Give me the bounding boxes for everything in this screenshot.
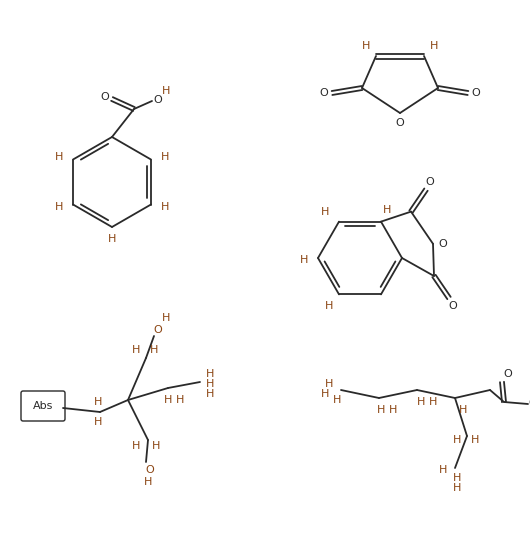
Text: H: H <box>377 405 385 415</box>
Text: H: H <box>206 389 214 399</box>
Text: O: O <box>320 88 329 98</box>
Text: H: H <box>94 417 102 427</box>
Text: H: H <box>300 255 308 265</box>
Text: H: H <box>389 405 397 415</box>
Text: H: H <box>430 41 438 51</box>
Text: H: H <box>108 234 116 244</box>
Text: H: H <box>453 435 461 445</box>
Text: O: O <box>154 325 162 335</box>
Text: H: H <box>325 301 333 312</box>
Text: O: O <box>101 92 109 102</box>
Text: H: H <box>459 405 467 415</box>
Text: H: H <box>94 397 102 407</box>
Text: H: H <box>453 483 461 493</box>
Text: H: H <box>144 477 152 487</box>
Text: H: H <box>321 207 329 216</box>
Text: O: O <box>395 118 404 128</box>
Text: H: H <box>132 345 140 355</box>
Text: O: O <box>528 398 530 408</box>
Text: O: O <box>504 369 513 379</box>
Text: H: H <box>206 379 214 389</box>
Text: H: H <box>362 41 370 51</box>
Text: H: H <box>439 465 447 475</box>
Text: H: H <box>150 345 158 355</box>
Text: H: H <box>429 397 437 407</box>
Text: H: H <box>162 313 170 323</box>
Text: H: H <box>55 153 63 162</box>
Text: H: H <box>55 201 63 212</box>
Text: H: H <box>325 379 333 389</box>
Text: H: H <box>152 441 160 451</box>
Text: H: H <box>161 201 169 212</box>
Text: Abs: Abs <box>33 401 53 411</box>
Text: O: O <box>146 465 154 475</box>
FancyBboxPatch shape <box>21 391 65 421</box>
Text: H: H <box>453 473 461 483</box>
Text: H: H <box>206 369 214 379</box>
Text: H: H <box>162 86 170 96</box>
Text: O: O <box>448 301 457 311</box>
Text: H: H <box>333 395 341 405</box>
Text: H: H <box>471 435 479 445</box>
Text: O: O <box>439 239 447 249</box>
Text: H: H <box>383 204 391 215</box>
Text: O: O <box>472 88 480 98</box>
Text: H: H <box>176 395 184 405</box>
Text: H: H <box>132 441 140 451</box>
Text: O: O <box>426 176 435 187</box>
Text: H: H <box>321 389 329 399</box>
Text: H: H <box>164 395 172 405</box>
Text: H: H <box>417 397 425 407</box>
Text: H: H <box>161 153 169 162</box>
Text: O: O <box>154 95 162 105</box>
